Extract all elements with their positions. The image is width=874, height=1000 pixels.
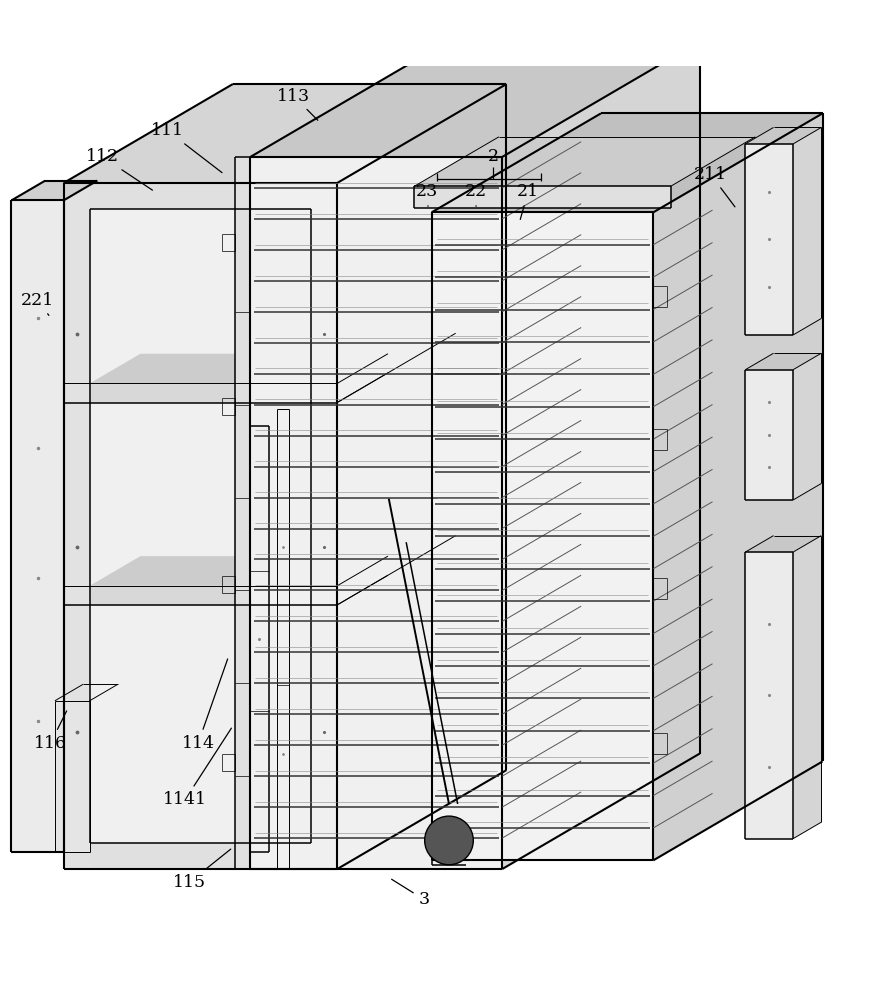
Polygon shape: [90, 556, 388, 586]
Polygon shape: [277, 409, 288, 869]
Polygon shape: [234, 157, 250, 869]
Text: 23: 23: [415, 183, 438, 206]
Polygon shape: [746, 127, 822, 144]
Text: 3: 3: [392, 879, 429, 908]
Polygon shape: [90, 586, 311, 605]
Polygon shape: [746, 353, 822, 370]
Polygon shape: [337, 84, 506, 869]
Text: 111: 111: [151, 122, 222, 173]
Text: 115: 115: [173, 849, 231, 891]
Polygon shape: [503, 41, 700, 869]
Polygon shape: [337, 299, 481, 403]
Polygon shape: [653, 113, 822, 860]
Text: 211: 211: [694, 166, 735, 207]
Polygon shape: [432, 212, 653, 860]
Text: 1141: 1141: [163, 728, 232, 808]
Polygon shape: [11, 181, 97, 200]
Polygon shape: [268, 413, 291, 852]
Polygon shape: [55, 701, 90, 852]
Polygon shape: [414, 186, 670, 208]
Text: 22: 22: [465, 183, 487, 206]
Polygon shape: [64, 84, 506, 183]
Polygon shape: [746, 552, 793, 839]
Polygon shape: [90, 354, 388, 383]
Polygon shape: [414, 137, 755, 186]
Polygon shape: [64, 843, 337, 869]
Polygon shape: [746, 144, 793, 335]
Polygon shape: [793, 353, 822, 500]
Circle shape: [425, 816, 474, 865]
Polygon shape: [311, 183, 337, 869]
Text: 2: 2: [488, 148, 499, 165]
Polygon shape: [90, 383, 311, 403]
Text: 112: 112: [86, 148, 152, 190]
Polygon shape: [64, 183, 337, 869]
Text: 114: 114: [182, 659, 227, 752]
Polygon shape: [793, 127, 822, 335]
Polygon shape: [746, 536, 822, 552]
Polygon shape: [432, 113, 822, 212]
Text: 21: 21: [517, 183, 539, 219]
Polygon shape: [250, 41, 700, 157]
Polygon shape: [64, 183, 337, 209]
Polygon shape: [746, 370, 793, 500]
Polygon shape: [250, 426, 268, 852]
Text: 116: 116: [34, 711, 67, 752]
Text: 113: 113: [277, 88, 318, 120]
Polygon shape: [11, 200, 64, 852]
Polygon shape: [250, 157, 503, 869]
Polygon shape: [64, 183, 90, 869]
Text: 221: 221: [21, 292, 54, 315]
Polygon shape: [793, 536, 822, 839]
